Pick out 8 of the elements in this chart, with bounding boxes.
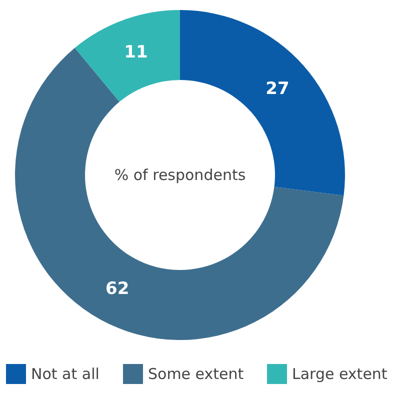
legend-label: Some extent	[148, 365, 244, 383]
data-label: 11	[124, 42, 148, 63]
text: % of respondents	[114, 166, 246, 184]
legend-label: Not at all	[31, 365, 100, 383]
data-label: 62	[106, 278, 130, 299]
donut-slice	[74, 10, 180, 102]
data-label: 27	[266, 79, 290, 100]
legend-label: Large extent	[292, 365, 388, 383]
